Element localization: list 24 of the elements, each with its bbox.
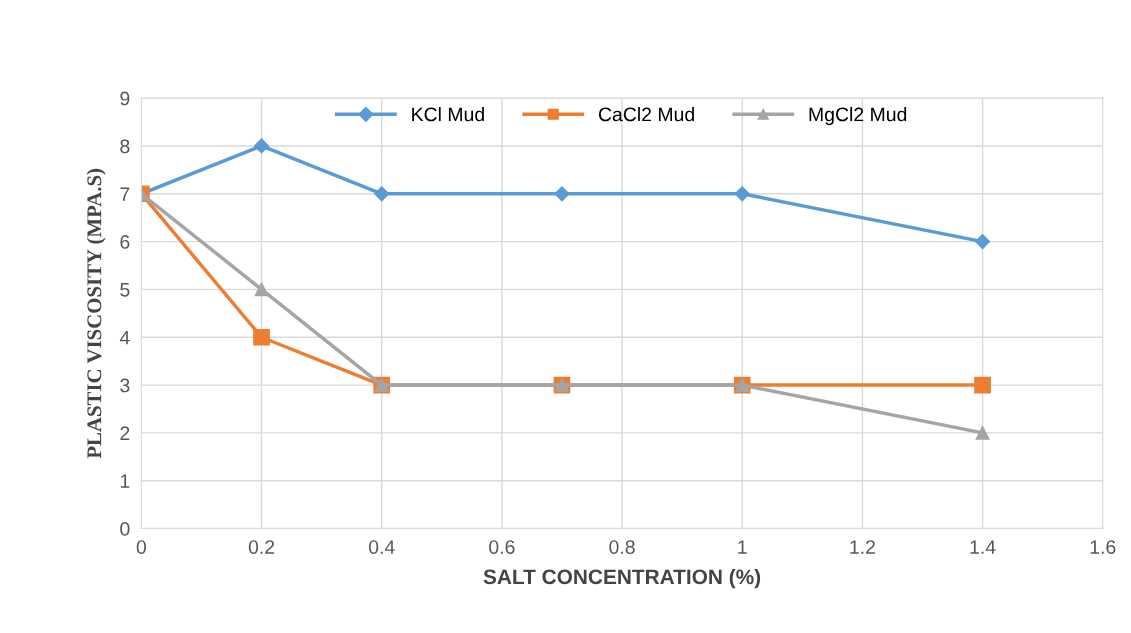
y-tick-label: 4 xyxy=(119,330,130,345)
y-tick-label: 3 xyxy=(120,378,130,393)
x-tick-label: 0.2 xyxy=(248,540,275,554)
x-tick-label: 0.6 xyxy=(489,540,515,554)
x-tick-label: 1 xyxy=(738,540,747,554)
y-tick-label: 0 xyxy=(120,522,130,536)
x-tick-label: 0.4 xyxy=(368,540,395,554)
x-tick-label: 0.8 xyxy=(609,540,635,554)
x-tick-label: 1.4 xyxy=(970,540,996,554)
y-tick-label: 5 xyxy=(120,283,130,297)
y-axis-title: PLASTIC VISCOSITY (MPA.S) xyxy=(86,168,106,459)
legend-label: KCl Mud xyxy=(412,107,484,122)
x-axis-title: SALT CONCENTRATION (%) xyxy=(483,568,761,589)
x-tick-label: 1.6 xyxy=(1090,540,1116,554)
y-tick-label: 7 xyxy=(120,187,130,201)
y-tick-label: 8 xyxy=(120,139,130,154)
x-tick-label: 1.2 xyxy=(850,540,875,554)
y-tick-label: 1 xyxy=(120,474,130,488)
legend-label: MgCl2 Mud xyxy=(809,107,907,126)
y-tick-label: 2 xyxy=(120,426,130,440)
x-tick-label: 0 xyxy=(136,540,147,554)
y-tick-label: 9 xyxy=(120,91,130,106)
legend-label: CaCl2 Mud xyxy=(598,107,694,122)
y-tick-label: 6 xyxy=(120,235,130,249)
